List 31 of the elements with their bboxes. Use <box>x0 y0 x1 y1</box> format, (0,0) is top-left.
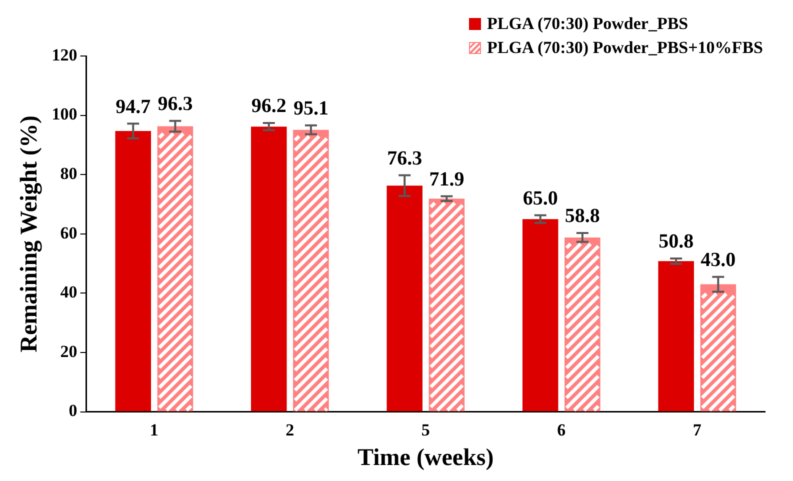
data-label: 50.8 <box>658 230 694 253</box>
y-tick-label: 120 <box>52 45 78 64</box>
x-tick-label: 5 <box>421 420 430 440</box>
bar <box>386 186 422 412</box>
x-tick-label: 6 <box>557 420 566 440</box>
legend-label: PLGA (70:30) Powder_PBS+10%FBS <box>486 38 763 58</box>
x-axis-title: Time (weeks) <box>358 444 494 471</box>
bar <box>522 219 558 412</box>
y-tick-label: 0 <box>68 401 78 420</box>
x-tick-label: 1 <box>150 420 158 440</box>
data-label: 65.0 <box>522 187 558 210</box>
y-tick-label: 80 <box>60 164 78 183</box>
data-label: 43.0 <box>700 249 736 272</box>
data-label: 96.2 <box>251 95 286 118</box>
bar <box>250 126 287 412</box>
y-tick-label: 20 <box>60 342 78 361</box>
data-label: 94.7 <box>116 96 151 118</box>
y-tick-label: 40 <box>60 282 78 302</box>
data-label: 71.9 <box>429 168 464 190</box>
legend-label: PLGA (70:30) Powder_PBS <box>486 14 688 34</box>
y-axis-title: Remaining Weight (%) <box>16 115 43 352</box>
x-tick-label: 2 <box>286 420 294 440</box>
y-tick-label: 100 <box>52 104 78 124</box>
data-label: 58.8 <box>564 205 600 228</box>
y-tick-label: 60 <box>60 223 78 242</box>
data-label: 95.1 <box>293 98 328 120</box>
bar <box>658 261 694 412</box>
data-label: 76.3 <box>387 147 422 170</box>
bar <box>115 131 152 412</box>
data-label: 96.3 <box>158 93 193 116</box>
x-tick-label: 7 <box>692 420 702 440</box>
